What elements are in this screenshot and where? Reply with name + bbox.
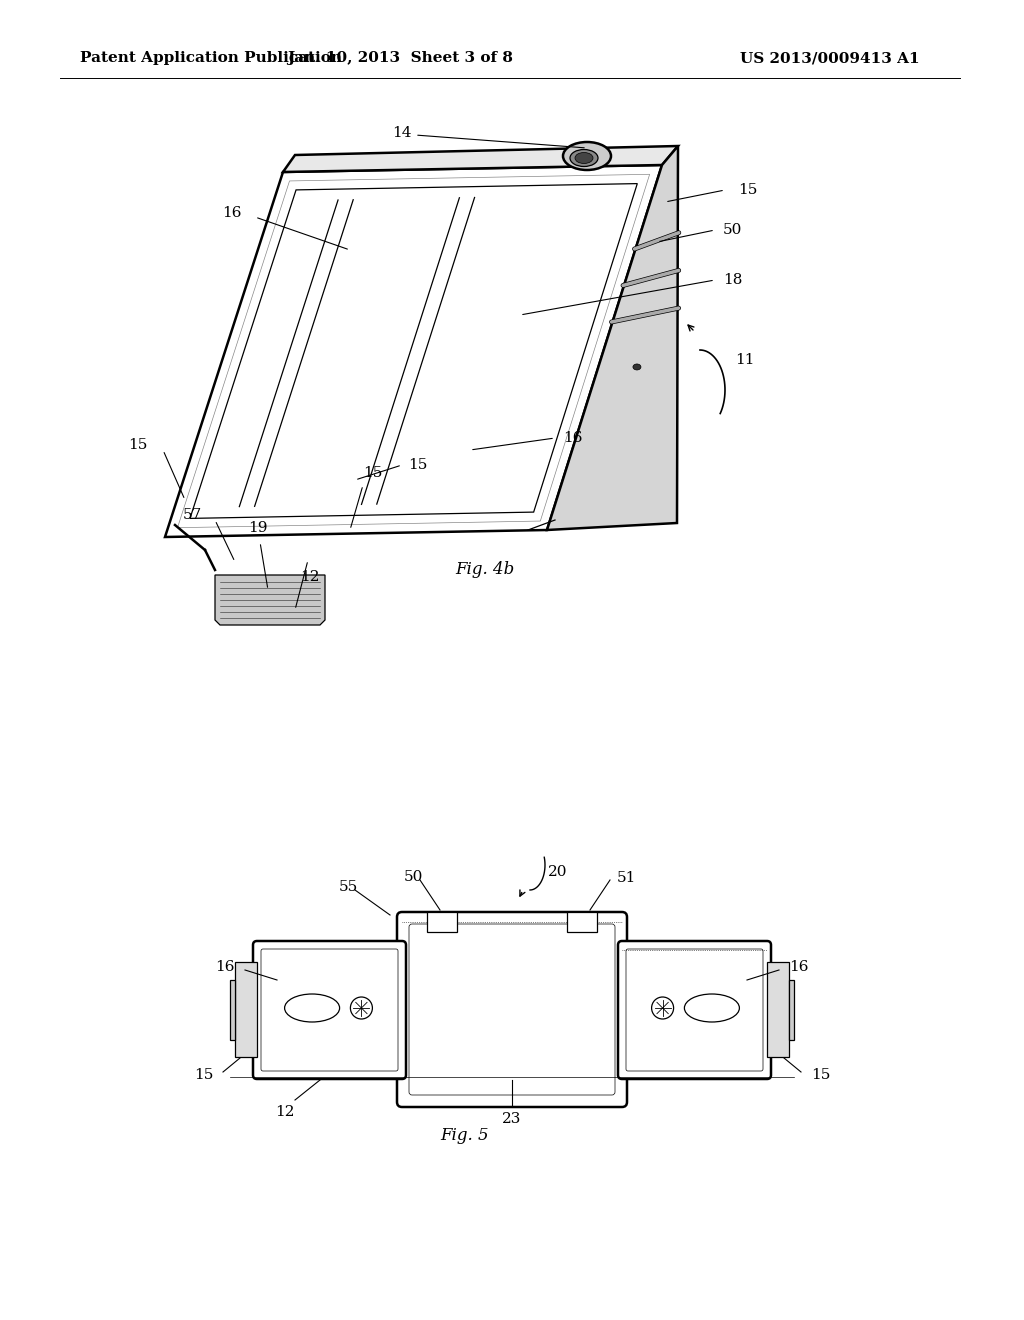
- Text: 15: 15: [194, 1068, 213, 1082]
- Text: 19: 19: [248, 521, 267, 535]
- Text: 16: 16: [215, 960, 234, 974]
- Ellipse shape: [684, 994, 739, 1022]
- Bar: [790, 979, 794, 1040]
- Ellipse shape: [651, 997, 674, 1019]
- Text: 15: 15: [129, 438, 148, 451]
- Ellipse shape: [350, 997, 373, 1019]
- Text: 12: 12: [275, 1105, 295, 1119]
- Text: Fig. 4b: Fig. 4b: [455, 561, 514, 578]
- Text: Patent Application Publication: Patent Application Publication: [80, 51, 342, 65]
- Text: 15: 15: [408, 458, 427, 473]
- Bar: [234, 962, 257, 1057]
- Bar: [427, 912, 457, 932]
- Text: US 2013/0009413 A1: US 2013/0009413 A1: [740, 51, 920, 65]
- FancyBboxPatch shape: [397, 912, 627, 1107]
- Polygon shape: [283, 147, 678, 172]
- Text: 12: 12: [300, 570, 319, 583]
- Text: 15: 15: [738, 183, 758, 197]
- Text: 57: 57: [182, 508, 202, 521]
- Bar: [230, 979, 234, 1040]
- Text: 16: 16: [563, 432, 583, 445]
- Ellipse shape: [570, 149, 598, 166]
- Text: 23: 23: [503, 1111, 521, 1126]
- Text: 15: 15: [811, 1068, 830, 1082]
- Polygon shape: [165, 165, 662, 537]
- Text: 50: 50: [723, 223, 742, 238]
- Text: 20: 20: [548, 865, 567, 879]
- Text: 16: 16: [222, 206, 242, 220]
- Text: 11: 11: [735, 352, 755, 367]
- Ellipse shape: [563, 143, 611, 170]
- Bar: [767, 962, 790, 1057]
- Text: 55: 55: [338, 880, 357, 894]
- Text: 50: 50: [403, 870, 423, 884]
- Text: 16: 16: [790, 960, 809, 974]
- Text: 15: 15: [362, 466, 382, 480]
- Ellipse shape: [285, 994, 340, 1022]
- FancyBboxPatch shape: [253, 941, 406, 1078]
- Text: Jan. 10, 2013  Sheet 3 of 8: Jan. 10, 2013 Sheet 3 of 8: [287, 51, 513, 65]
- Text: Fig. 5: Fig. 5: [440, 1126, 488, 1143]
- Bar: [567, 912, 597, 932]
- Text: 18: 18: [723, 273, 742, 286]
- Polygon shape: [215, 576, 325, 624]
- Polygon shape: [547, 147, 678, 531]
- Ellipse shape: [575, 153, 593, 164]
- Ellipse shape: [633, 364, 641, 370]
- Text: 14: 14: [392, 125, 412, 140]
- Text: 51: 51: [617, 871, 636, 884]
- FancyBboxPatch shape: [618, 941, 771, 1078]
